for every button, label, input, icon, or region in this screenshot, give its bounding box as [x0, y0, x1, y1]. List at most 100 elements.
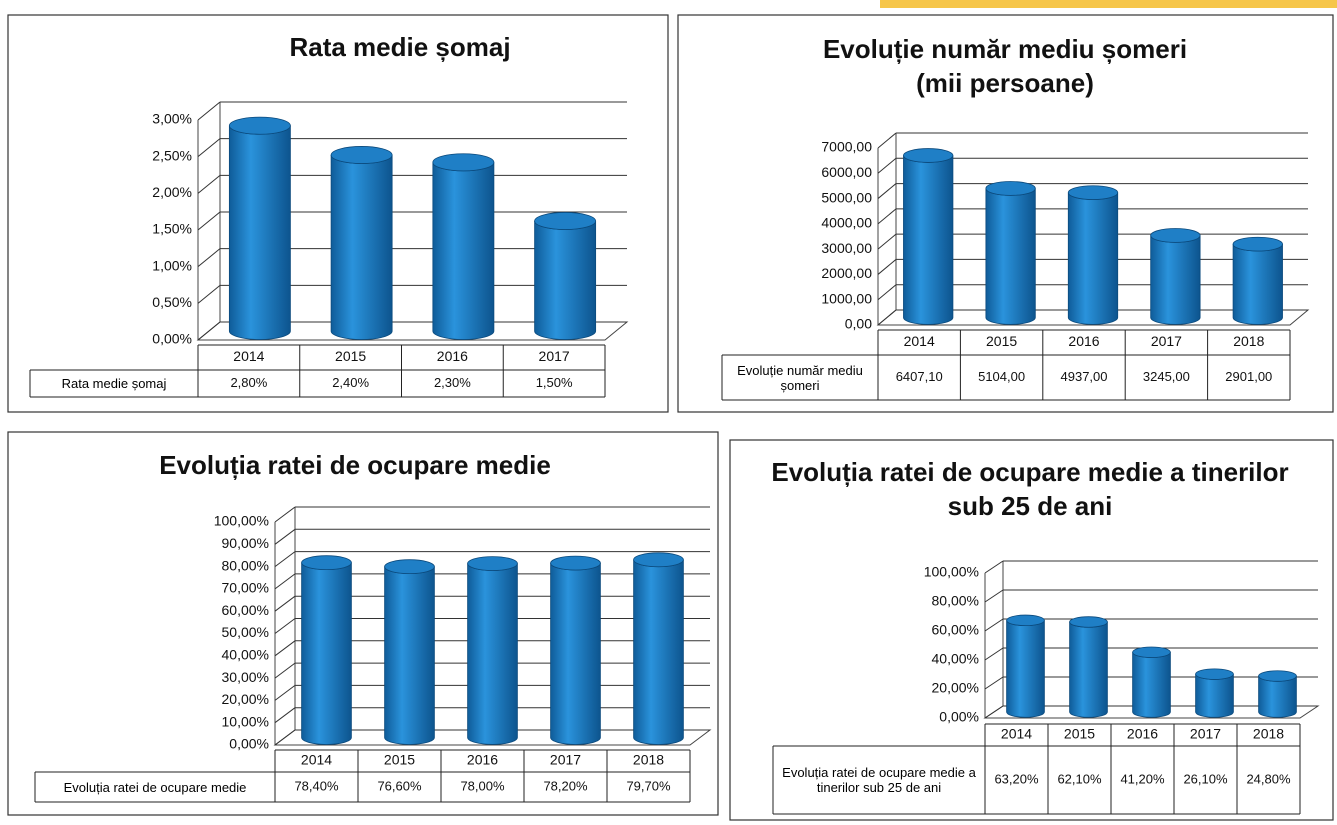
bar-top: [1006, 614, 1045, 627]
y-tick-label: 10,00%: [222, 713, 269, 729]
grid-diagonal: [274, 528, 296, 545]
bar-top: [228, 116, 291, 135]
bar: [467, 563, 518, 745]
value-label: 5104,00: [978, 369, 1025, 384]
bar: [1232, 244, 1283, 325]
bar: [301, 562, 352, 745]
grid-diagonal: [984, 589, 1004, 603]
y-tick-label: 0,50%: [152, 294, 192, 310]
y-tick-label: 2,00%: [152, 184, 192, 200]
grid-diagonal: [197, 211, 221, 231]
bar-top: [301, 555, 352, 571]
y-tick-label: 20,00%: [932, 680, 979, 696]
chart-title: Evoluție număr mediu șomeri: [822, 34, 1188, 64]
value-label: 3245,00: [1143, 369, 1190, 384]
y-tick-label: 50,00%: [222, 624, 269, 640]
chart-title: (mii persoane): [916, 68, 1094, 98]
value-label: 76,60%: [377, 778, 422, 793]
grid-diagonal: [984, 705, 1004, 719]
y-tick-label: 20,00%: [222, 691, 269, 707]
panel-border: [677, 14, 1334, 413]
y-tick-label: 5000,00: [821, 189, 872, 205]
bar-top: [903, 148, 954, 163]
bar: [1150, 235, 1201, 325]
value-label: 41,20%: [1120, 771, 1165, 786]
grid-diagonal: [274, 551, 296, 567]
x-tick-label: 2014: [904, 333, 935, 349]
chart-title-wrap: Rata medie șomaj: [150, 30, 650, 64]
grid-diagonal: [274, 506, 296, 523]
x-tick-label: 2016: [437, 348, 468, 364]
series-name: Rata medie șomaj: [61, 376, 167, 391]
bar: [985, 188, 1036, 325]
series-name: Evoluția ratei de ocupare medie: [63, 779, 247, 795]
x-tick-label: 2015: [335, 348, 366, 364]
grid-diagonal: [274, 618, 296, 634]
y-tick-label: 30,00%: [222, 669, 269, 685]
grid-diagonal: [877, 259, 897, 275]
x-tick-label: 2017: [1151, 333, 1182, 349]
bar-top: [985, 181, 1036, 196]
grid-diagonal: [274, 573, 296, 590]
series-name-box: Evoluția ratei de ocupare medie a tineri…: [782, 765, 976, 795]
bar-top: [1258, 670, 1297, 682]
y-tick-label: 70,00%: [222, 580, 269, 596]
value-label: 4937,00: [1061, 369, 1108, 384]
y-tick-label: 6000,00: [821, 164, 872, 180]
value-label: 63,20%: [994, 771, 1039, 786]
value-label: 1,50%: [536, 375, 573, 390]
x-tick-label: 2018: [1253, 726, 1284, 742]
y-tick-label: 2,50%: [152, 147, 192, 163]
chart-title: Evoluția ratei de ocupare medie: [159, 450, 551, 480]
chart-title: Evoluția ratei de ocupare medie a tineri…: [771, 457, 1289, 521]
value-label: 62,10%: [1057, 771, 1102, 786]
x-tick-label: 2016: [467, 752, 498, 768]
y-tick-label: 100,00%: [214, 513, 269, 529]
series-name: Evoluția ratei de ocupare medie a tineri…: [782, 765, 976, 795]
bar-top: [1132, 646, 1171, 658]
y-tick-label: 100,00%: [924, 564, 979, 580]
bar: [534, 220, 597, 340]
bar: [1258, 675, 1297, 718]
value-label: 78,40%: [294, 778, 339, 793]
series-name: Evoluție număr mediu șomeri: [737, 362, 863, 393]
series-name-wrap: Rata medie șomaj: [30, 370, 198, 397]
bar: [1195, 674, 1234, 718]
grid-diagonal: [274, 640, 296, 657]
y-tick-label: 60,00%: [222, 602, 269, 618]
bar-top: [550, 555, 601, 571]
series-name-wrap: Evoluție număr mediu șomeri: [722, 355, 878, 400]
grid-diagonal: [877, 132, 897, 149]
value-label: 2,80%: [230, 375, 267, 390]
value-label: 78,20%: [543, 778, 588, 793]
bar: [330, 154, 393, 340]
chart-title-wrap: Evoluția ratei de ocupare medie: [30, 448, 680, 482]
bar: [432, 162, 495, 340]
bar-top: [467, 556, 518, 571]
chart-title: Rata medie șomaj: [289, 32, 511, 62]
grid-diagonal: [197, 321, 221, 341]
grid-diagonal: [197, 101, 221, 121]
y-tick-label: 3000,00: [821, 240, 872, 256]
chart-title-box: Evoluția ratei de ocupare medie a tineri…: [750, 455, 1310, 523]
series-name-box: Evoluție număr mediu șomeri: [722, 355, 878, 400]
x-tick-label: 2015: [384, 752, 415, 768]
chart-title-wrap: Evoluția ratei de ocupare medie a tineri…: [750, 455, 1310, 523]
y-tick-label: 2000,00: [821, 265, 872, 281]
y-tick-label: 80,00%: [932, 593, 979, 609]
y-tick-label: 7000,00: [821, 139, 872, 155]
grid-diagonal: [984, 647, 1004, 661]
grid-diagonal: [274, 662, 296, 679]
bar: [1132, 652, 1171, 718]
bar: [384, 566, 435, 745]
value-label: 24,80%: [1246, 771, 1291, 786]
series-name-box: Evoluția ratei de ocupare medie: [35, 772, 275, 802]
value-label: 79,70%: [626, 778, 671, 793]
chart-title-box: Evoluția ratei de ocupare medie: [30, 448, 680, 482]
grid-diagonal: [984, 676, 1004, 690]
x-tick-label: 2014: [1001, 726, 1032, 742]
x-tick-label: 2016: [1127, 726, 1158, 742]
bar-top: [432, 153, 495, 172]
x-tick-label: 2017: [1190, 726, 1221, 742]
series-name-wrap: Evoluția ratei de ocupare medie: [35, 772, 275, 802]
